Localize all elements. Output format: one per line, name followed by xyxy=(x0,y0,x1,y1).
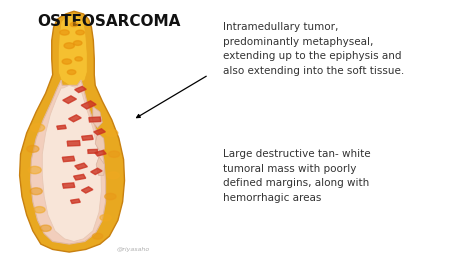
Circle shape xyxy=(64,43,74,49)
Bar xyxy=(88,149,98,153)
Bar xyxy=(89,117,101,122)
Circle shape xyxy=(27,146,39,152)
Text: Large destructive tan- white
tumoral mass with poorly
defined margins, along wit: Large destructive tan- white tumoral mas… xyxy=(223,149,371,203)
Polygon shape xyxy=(42,85,101,242)
Bar xyxy=(62,156,75,162)
Circle shape xyxy=(75,57,82,61)
Text: OSTEOSARCOMA: OSTEOSARCOMA xyxy=(38,14,181,29)
Bar xyxy=(75,163,87,169)
Polygon shape xyxy=(30,80,106,244)
Bar xyxy=(81,101,96,109)
Circle shape xyxy=(30,124,45,132)
Circle shape xyxy=(109,151,120,157)
Circle shape xyxy=(67,70,76,74)
Bar xyxy=(63,183,75,188)
Circle shape xyxy=(70,22,78,27)
Bar xyxy=(95,151,106,156)
Bar xyxy=(75,86,86,93)
Circle shape xyxy=(40,225,51,231)
Polygon shape xyxy=(58,14,87,85)
Bar xyxy=(69,115,81,122)
Circle shape xyxy=(60,30,69,35)
Circle shape xyxy=(62,59,72,64)
Bar xyxy=(63,96,76,103)
Circle shape xyxy=(107,172,119,179)
Circle shape xyxy=(28,166,41,174)
Circle shape xyxy=(92,233,103,239)
Polygon shape xyxy=(93,107,102,128)
Polygon shape xyxy=(19,11,125,252)
Text: @riyasaho: @riyasaho xyxy=(117,247,150,252)
Polygon shape xyxy=(96,157,105,175)
Text: Intramedullary tumor,
predominantly metaphyseal,
extending up to the epiphysis a: Intramedullary tumor, predominantly meta… xyxy=(223,22,404,76)
Bar xyxy=(94,129,105,135)
Circle shape xyxy=(76,30,84,35)
Bar xyxy=(67,141,80,146)
Circle shape xyxy=(30,188,42,195)
Circle shape xyxy=(105,193,116,200)
Bar xyxy=(57,125,66,129)
Bar xyxy=(73,174,86,180)
Polygon shape xyxy=(95,133,105,152)
Circle shape xyxy=(34,207,45,213)
Circle shape xyxy=(73,41,82,45)
Bar xyxy=(91,168,102,174)
Bar xyxy=(82,135,93,140)
Bar xyxy=(82,187,93,193)
Bar xyxy=(71,199,80,203)
Circle shape xyxy=(100,214,111,221)
Circle shape xyxy=(106,130,118,136)
